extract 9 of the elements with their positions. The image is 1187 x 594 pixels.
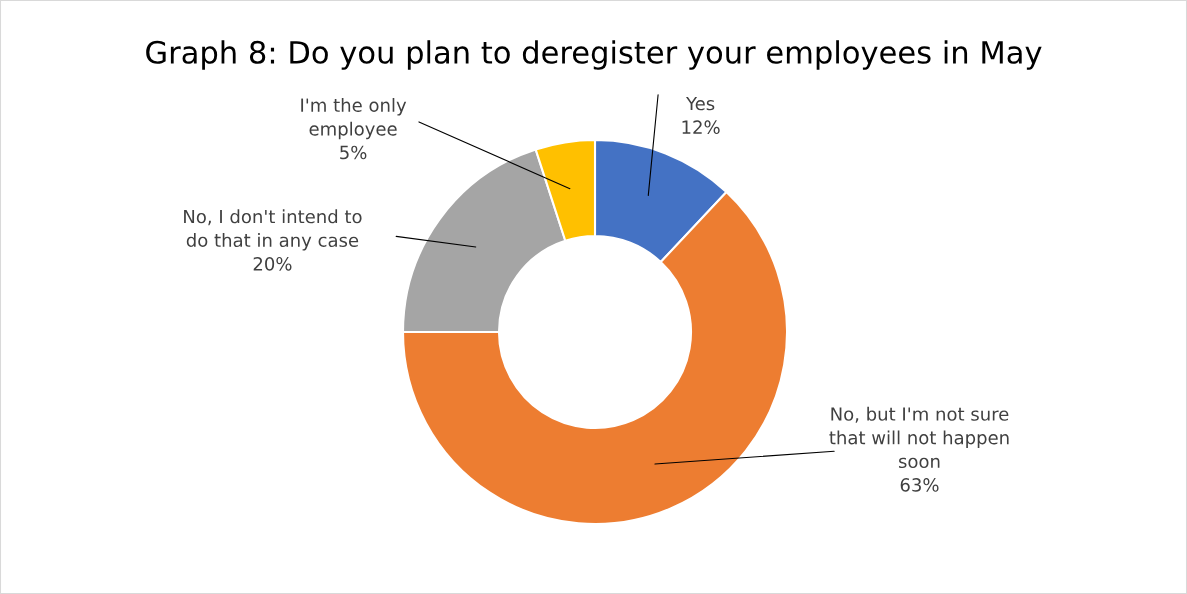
data-label: 20% xyxy=(253,256,292,271)
data-label: 5% xyxy=(340,145,367,160)
slice-label: No, I don't intend to do that in any case xyxy=(184,209,362,251)
data-label: 12% xyxy=(682,120,720,135)
slice-label: I'm the only employee xyxy=(301,98,407,140)
data-label: 63% xyxy=(900,478,939,492)
slice-label: No, but I'm not sure that will not happen soon xyxy=(829,406,1009,469)
chart-title: Graph 8: Do you plan to deregister your employees in May xyxy=(146,40,1042,70)
slice-label: Yes xyxy=(685,96,715,111)
